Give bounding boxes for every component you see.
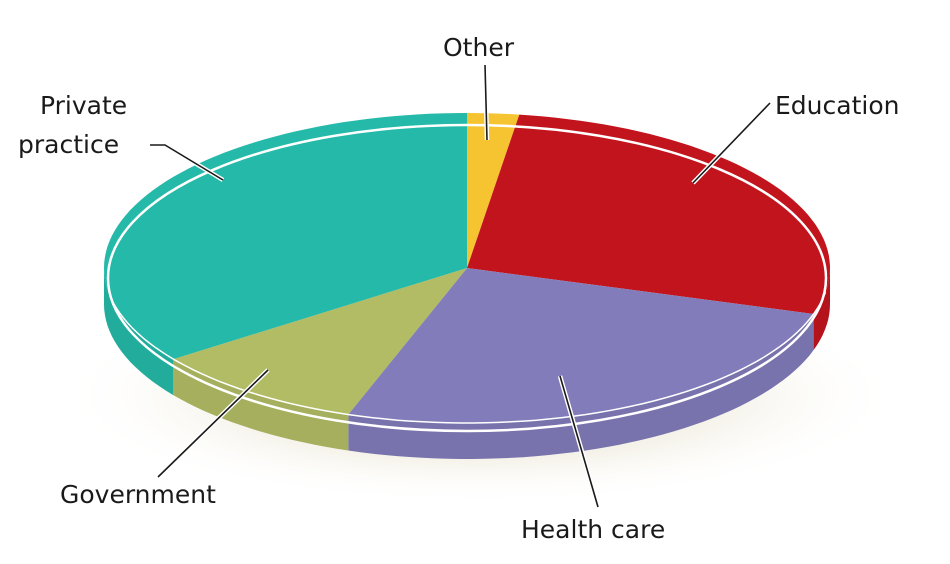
pie-wall-education [813,268,830,350]
pie-side-walls [104,268,830,459]
pie-top-edge [110,291,827,424]
label-private-practice-line2: practice [18,130,119,159]
label-health-care: Health care [521,515,665,544]
pie-rim [106,123,828,433]
leader-lines [150,64,772,508]
pie-wall-health-care [348,314,814,459]
leader-line-other [484,64,488,141]
label-government: Government [60,480,216,509]
pie-slice-education [467,114,830,314]
label-private-practice-line1: Private [40,91,127,120]
label-other: Other [443,33,515,62]
leader-line-government [157,369,269,478]
pie-slice-health-care [348,268,814,423]
leader-line-education [692,102,771,184]
pie-slice-private-practice [104,113,467,360]
pie-wall-private-practice [104,268,174,396]
pie-slice-other [467,113,520,268]
pie-wall-government [173,359,349,451]
leader-line-private-practice [150,144,224,181]
pie-top-faces [104,113,830,423]
leader-line-health-care [559,375,599,508]
pie-slice-government [173,268,468,415]
label-education: Education [775,91,899,120]
